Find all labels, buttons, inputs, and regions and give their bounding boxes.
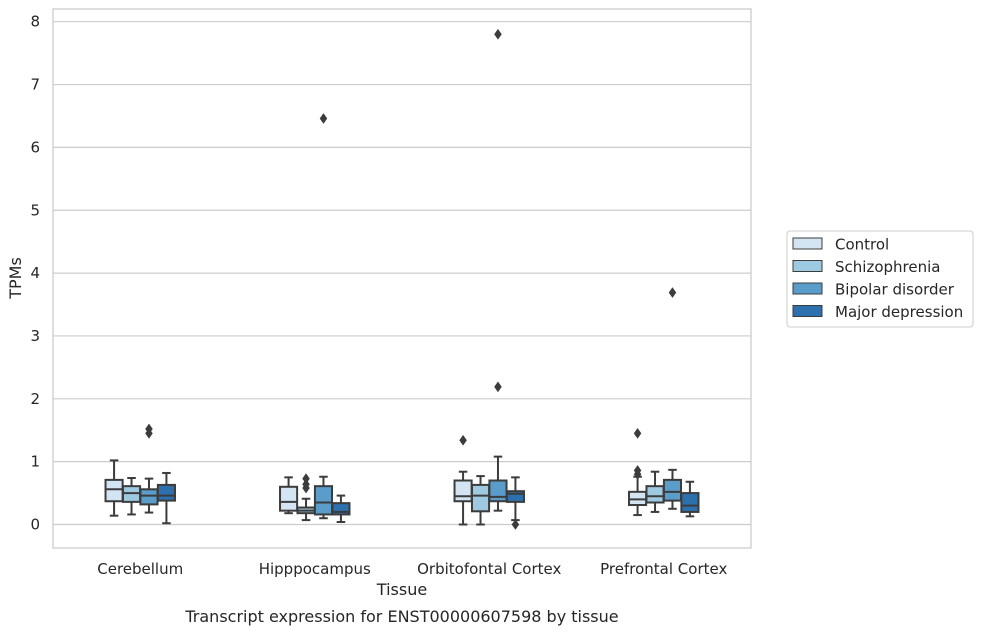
- y-tick-labels: 0 1 2 3 4 5 6 7 8: [30, 13, 40, 534]
- box-3-2: [662, 287, 683, 510]
- x-tick-label-1: Hipppocampus: [259, 560, 371, 578]
- box-2-0: [453, 434, 473, 526]
- y-axis-title: TPMs: [6, 257, 25, 300]
- box-iqr: [139, 488, 159, 506]
- box-3-0: [628, 427, 648, 517]
- y-tick-label-4: 4: [30, 264, 40, 282]
- outlier-2: [633, 427, 642, 439]
- box-1-0: [279, 476, 299, 515]
- legend-swatch-0: [792, 237, 823, 250]
- outlier-1: [145, 423, 153, 435]
- box-iqr: [104, 478, 124, 503]
- box-iqr: [680, 492, 700, 513]
- y-tick-label-5: 5: [30, 201, 40, 219]
- y-tick-label-6: 6: [30, 138, 40, 156]
- box-iqr: [505, 490, 525, 503]
- box-iqr: [470, 483, 491, 513]
- box-1-1: [296, 473, 316, 522]
- y-tick-label-3: 3: [30, 327, 40, 345]
- legend-label-2: Bipolar disorder: [835, 281, 955, 299]
- chart-title: Transcript expression for ENST0000060759…: [184, 607, 618, 626]
- box-2-3: [505, 476, 525, 530]
- box-1-2: [313, 113, 334, 520]
- box-1-3: [331, 494, 351, 523]
- legend-swatch-1: [792, 260, 823, 272]
- x-tick-label-2: Orbitofontal Cortex: [417, 560, 561, 578]
- legend: Control Schizophrenia Bipolar disorder Majo…: [786, 230, 974, 328]
- box-iqr: [313, 485, 334, 516]
- outlier-0: [668, 287, 677, 299]
- plot-frame: [52, 8, 752, 549]
- box-0-0: [104, 459, 124, 517]
- x-tick-label-0: Cerebellum: [97, 560, 183, 578]
- legend-swatch-2: [792, 282, 823, 295]
- y-tick-label-0: 0: [30, 516, 40, 534]
- legend-label-0: Control: [835, 236, 889, 254]
- legend-frame: [786, 230, 974, 328]
- x-tick-label-3: Prefrontal Cortex: [600, 560, 727, 578]
- y-tick-label-2: 2: [30, 390, 40, 408]
- box-iqr: [645, 485, 665, 504]
- y-tick-label-1: 1: [30, 453, 40, 471]
- box-layer: [104, 28, 700, 530]
- outlier-0: [511, 519, 520, 530]
- outlier-0: [494, 381, 502, 393]
- box-iqr: [488, 479, 508, 503]
- y-tick-label-7: 7: [30, 76, 40, 94]
- grid-layer: [53, 21, 751, 526]
- box-0-3: [156, 471, 176, 525]
- box-0-1: [121, 476, 142, 516]
- box-3-1: [645, 470, 665, 513]
- box-2-2: [488, 28, 508, 512]
- legend-label-3: Major depression: [835, 303, 963, 321]
- outlier-1: [494, 28, 502, 40]
- x-axis-title: Tissue: [376, 580, 427, 599]
- legend-swatch-3: [792, 305, 823, 317]
- x-tick-labels: Cerebellum Hipppocampus Orbitofontal Corte…: [97, 560, 727, 578]
- box-2-1: [470, 475, 491, 526]
- outlier-0: [319, 113, 328, 124]
- box-iqr: [279, 485, 299, 512]
- box-3-3: [680, 480, 700, 518]
- legend-label-1: Schizophrenia: [835, 258, 940, 276]
- y-tick-label-8: 8: [30, 13, 40, 31]
- outlier-2: [302, 473, 310, 485]
- box-iqr: [453, 479, 473, 503]
- outlier-0: [459, 434, 467, 446]
- box-iqr: [331, 502, 351, 516]
- box-iqr: [662, 478, 683, 502]
- outlier-1: [302, 478, 310, 490]
- outlier-1: [633, 468, 642, 480]
- box-iqr: [156, 483, 176, 502]
- box-0-2: [139, 423, 159, 514]
